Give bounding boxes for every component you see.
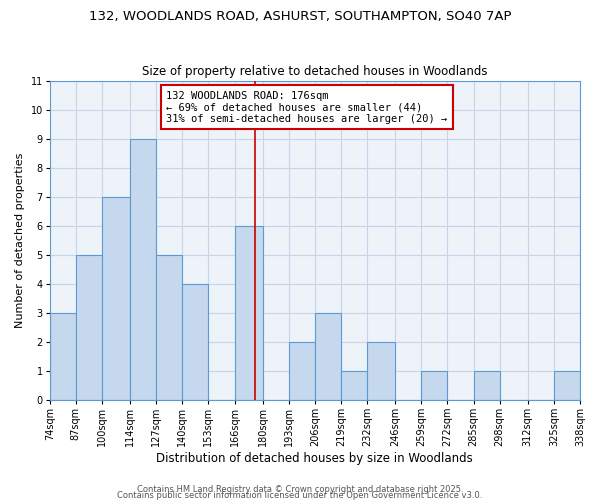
Text: 132, WOODLANDS ROAD, ASHURST, SOUTHAMPTON, SO40 7AP: 132, WOODLANDS ROAD, ASHURST, SOUTHAMPTO… [89, 10, 511, 23]
Bar [554, 371, 580, 400]
Title: Size of property relative to detached houses in Woodlands: Size of property relative to detached ho… [142, 66, 488, 78]
Text: Contains HM Land Registry data © Crown copyright and database right 2025.: Contains HM Land Registry data © Crown c… [137, 484, 463, 494]
Bar [421, 371, 448, 400]
X-axis label: Distribution of detached houses by size in Woodlands: Distribution of detached houses by size … [157, 452, 473, 465]
Text: Contains public sector information licensed under the Open Government Licence v3: Contains public sector information licen… [118, 490, 482, 500]
Bar [182, 284, 208, 400]
Bar [341, 371, 367, 400]
Bar [289, 342, 315, 400]
Text: 132 WOODLANDS ROAD: 176sqm
← 69% of detached houses are smaller (44)
31% of semi: 132 WOODLANDS ROAD: 176sqm ← 69% of deta… [166, 90, 448, 124]
Bar [156, 255, 182, 400]
Bar [235, 226, 263, 400]
Bar [102, 197, 130, 400]
Bar [367, 342, 395, 400]
Bar [50, 313, 76, 400]
Bar [76, 255, 102, 400]
Y-axis label: Number of detached properties: Number of detached properties [15, 153, 25, 328]
Bar [473, 371, 500, 400]
Bar [315, 313, 341, 400]
Bar [130, 139, 156, 400]
